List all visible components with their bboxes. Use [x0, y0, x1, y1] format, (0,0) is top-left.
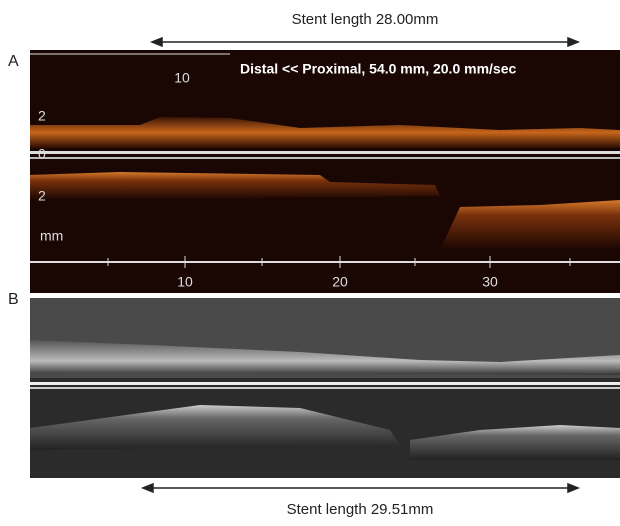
ruler-label: 30 [482, 274, 498, 290]
lower-wall-2 [440, 200, 620, 250]
overlay-text: Distal << Proximal, 54.0 mm, 20.0 mm/sec [240, 61, 516, 77]
top-arrow [152, 38, 578, 46]
catheter-line [30, 382, 620, 385]
top-caption: Stent length 28.00mm [292, 11, 439, 28]
depth-label: 0 [38, 146, 46, 162]
catheter-line [30, 151, 620, 154]
panel-label: B [8, 291, 19, 308]
panel-label: A [8, 53, 19, 70]
ruler-label: 10 [177, 274, 193, 290]
oct-image [30, 50, 620, 293]
catheter-line [30, 157, 620, 159]
ruler-label: 20 [332, 274, 348, 290]
figure: Stent length 28.00mm A 10 Distal << Prox… [0, 0, 620, 521]
depth-label: 2 [38, 188, 46, 204]
bottom-arrow [143, 484, 578, 492]
bottom-caption: Stent length 29.51mm [287, 501, 434, 518]
ruler-label: 10 [174, 70, 190, 86]
depth-label: 2 [38, 108, 46, 124]
depth-label: mm [40, 228, 63, 244]
catheter-line [30, 387, 620, 389]
